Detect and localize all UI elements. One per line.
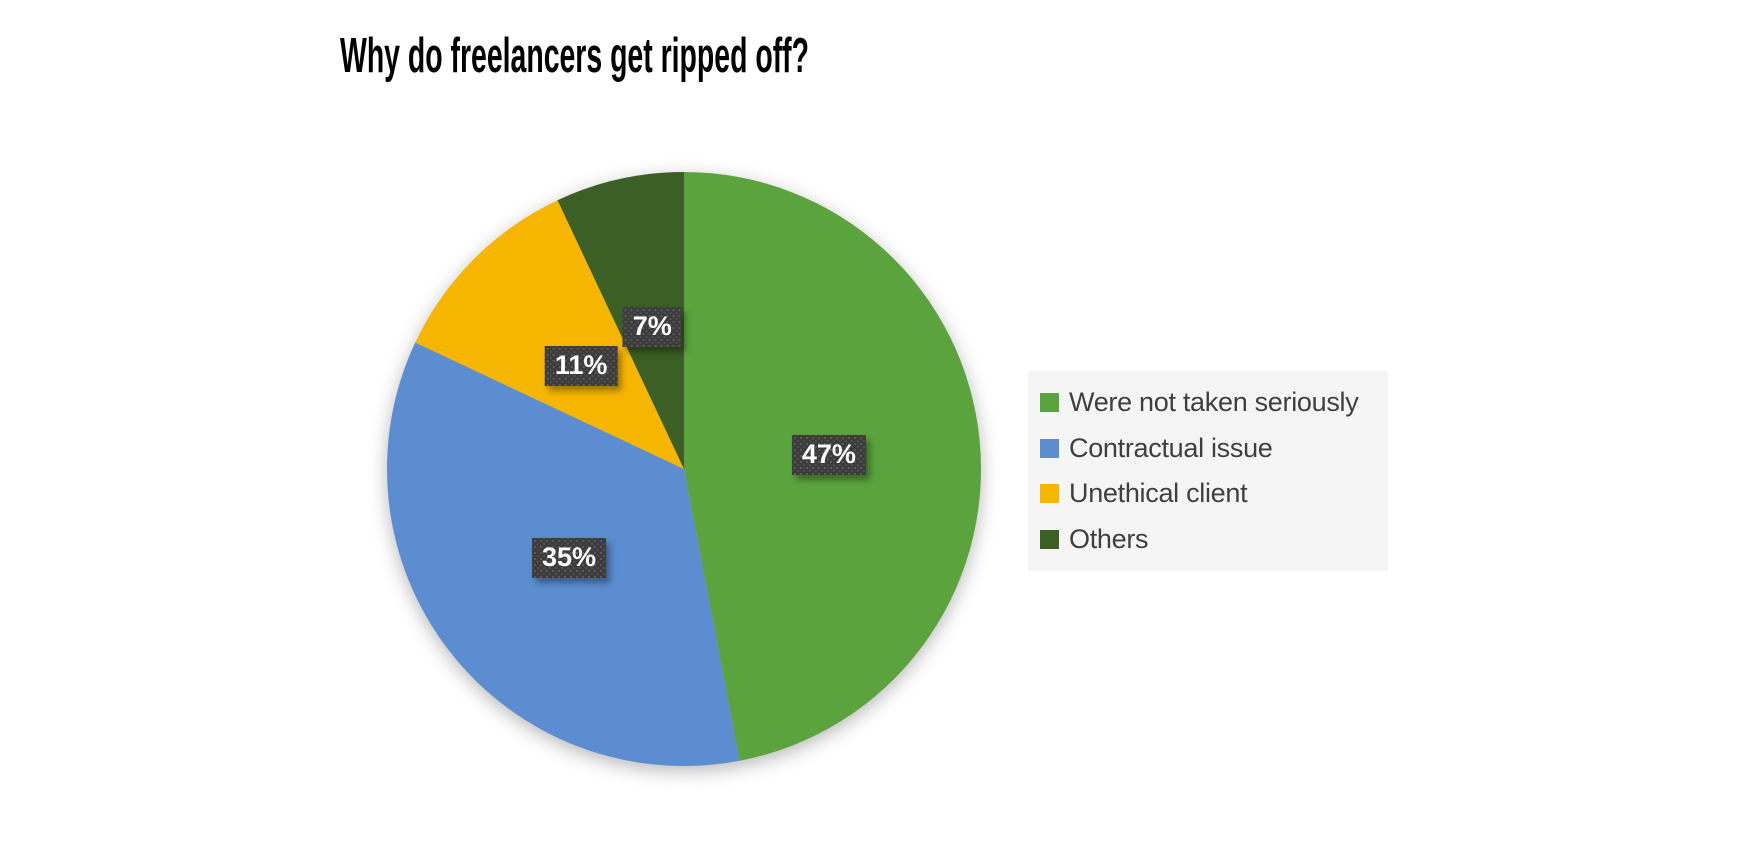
data-label-contractual-issue: 35%: [532, 538, 606, 578]
pie-slice-2: [415, 200, 684, 470]
legend-item-label: Contractual issue: [1069, 432, 1273, 463]
legend-item-were-not-taken-seriously: Were not taken seriously: [1040, 387, 1388, 418]
legend-item-label: Others: [1069, 523, 1149, 554]
legend-swatch-icon: [1040, 484, 1059, 504]
data-label-unethical-client: 11%: [545, 346, 618, 386]
data-label-were-not-taken-seriously: 47%: [792, 435, 866, 475]
legend-item-others: Others: [1040, 524, 1388, 555]
data-label-others: 7%: [623, 307, 682, 347]
legend-item-label: Unethical client: [1069, 478, 1248, 509]
legend-swatch-icon: [1040, 529, 1059, 549]
legend-swatch-icon: [1040, 438, 1059, 458]
chart-title: Why do freelancers get ripped off?: [340, 29, 809, 83]
legend-swatch-icon: [1040, 393, 1059, 413]
legend-item-label: Were not taken seriously: [1069, 387, 1359, 418]
legend: Were not taken seriously Contractual iss…: [1028, 371, 1388, 571]
legend-item-contractual-issue: Contractual issue: [1040, 433, 1388, 464]
legend-item-unethical-client: Unethical client: [1040, 478, 1388, 509]
pie-slice-3: [557, 172, 684, 469]
